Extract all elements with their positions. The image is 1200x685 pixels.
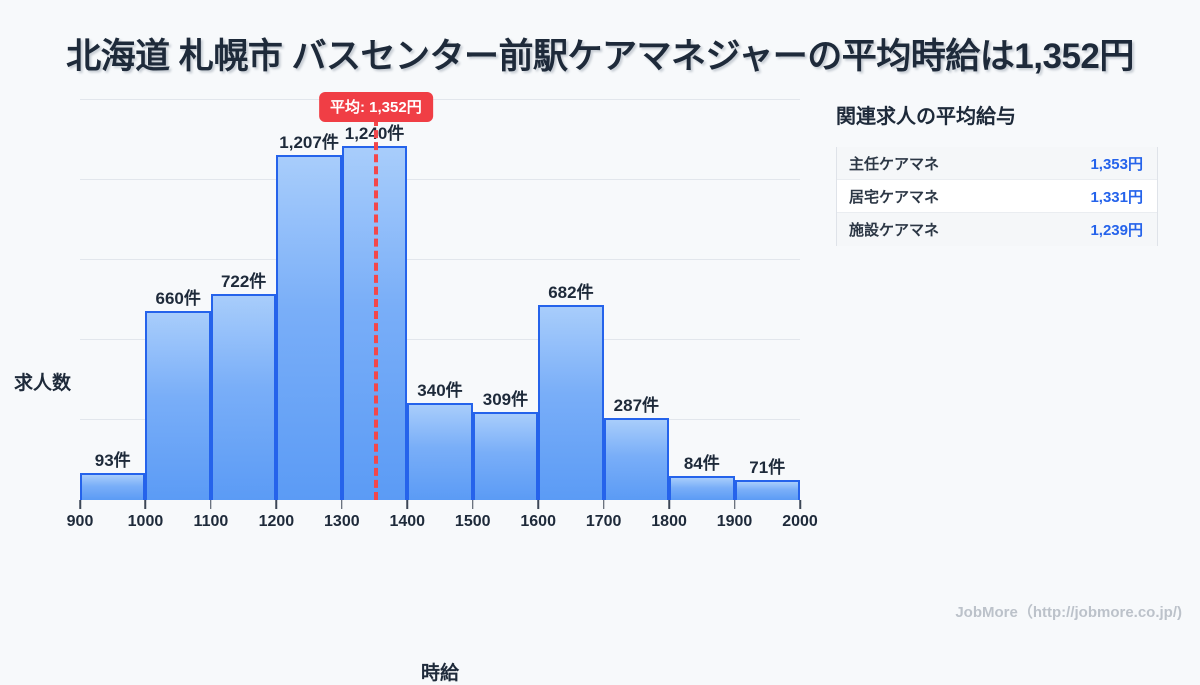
related-salary-table: 主任ケアマネ 1,353円居宅ケアマネ 1,331円施設ケアマネ 1,239円 — [836, 147, 1158, 246]
bar-value-label: 660件 — [155, 289, 201, 309]
gridline — [80, 259, 800, 260]
x-axis-tick — [602, 500, 605, 509]
histogram-bar: 71件 — [734, 458, 800, 500]
bar-value-label: 287件 — [613, 396, 660, 415]
salary-row-value: 1,239円 — [1090, 222, 1143, 239]
histogram-bar: 1,207件 — [276, 133, 342, 500]
histogram-bar: 340件 — [407, 381, 473, 500]
salary-row-value: 1,331円 — [1090, 188, 1143, 206]
x-axis-tick — [668, 500, 670, 509]
gridline — [80, 99, 800, 100]
related-salary-panel: 関連求人の平均給与 主任ケアマネ 1,353円居宅ケアマネ 1,331円施設ケアマネ… — [836, 100, 1166, 246]
x-axis-tick — [275, 500, 278, 509]
x-axis-tick-label: 1100 — [193, 513, 229, 530]
x-axis-tick-label: 1900 — [716, 513, 753, 530]
x-axis-tick — [799, 500, 801, 509]
x-axis-tick-label: 1500 — [454, 513, 491, 530]
histogram-bar: 309件 — [472, 390, 539, 500]
x-axis-title: 時給 — [420, 663, 459, 684]
salary-row: 主任ケアマネ 1,353円 — [837, 147, 1157, 180]
bar-value-label: 682件 — [548, 283, 594, 303]
salary-row: 居宅ケアマネ 1,331円 — [837, 180, 1157, 213]
histogram-bar: 93件 — [80, 451, 146, 500]
gridline — [80, 339, 800, 340]
average-line — [373, 118, 378, 500]
histogram-bar: 682件 — [538, 283, 604, 500]
x-axis-tick-label: 1300 — [324, 513, 360, 530]
histogram-chart: 求人数 93件 660件 722件 1,207件 1,240件 340件 309件 682件 2… — [0, 90, 820, 684]
x-axis-tick — [471, 500, 474, 509]
bar-value-label: 84件 — [683, 454, 720, 473]
salary-row: 施設ケアマネ 1,239円 — [837, 213, 1157, 246]
salary-row-name: 施設ケアマネ — [849, 222, 940, 239]
x-axis-tick-label: 1400 — [389, 513, 426, 530]
x-axis-tick-label: 900 — [66, 513, 94, 530]
histogram-bar: 84件 — [669, 454, 735, 500]
related-salary-title: 関連求人の平均給与 — [836, 106, 1016, 128]
x-axis-tick — [537, 500, 539, 509]
x-axis-tick-label: 1000 — [127, 513, 164, 530]
histogram-bar: 660件 — [145, 289, 211, 500]
x-axis-tick-label: 2000 — [782, 513, 818, 530]
x-axis-tick — [79, 500, 81, 509]
x-axis-tick — [406, 500, 409, 509]
x-axis-tick — [210, 500, 212, 509]
average-badge: 平均: 1,352円 — [318, 92, 433, 122]
bar-value-label: 71件 — [749, 457, 786, 477]
bar-value-label: 309件 — [482, 389, 529, 409]
plot-area: 93件 660件 722件 1,207件 1,240件 340件 309件 682件 287件 8… — [67, 92, 818, 530]
gridline — [80, 179, 800, 180]
salary-row-name: 主任ケアマネ — [849, 155, 940, 173]
x-axis-tick-label: 1700 — [585, 513, 622, 530]
x-axis-tick — [733, 500, 736, 509]
x-axis-tick-label: 1200 — [258, 513, 295, 530]
salary-row-value: 1,353円 — [1090, 155, 1143, 173]
x-axis-tick — [144, 500, 147, 509]
y-axis-title: 求人数 — [14, 373, 72, 394]
salary-row-name: 居宅ケアマネ — [849, 188, 940, 206]
bar-value-label: 1,207件 — [279, 133, 339, 153]
page-title: 北海道 札幌市 バスセンター前駅ケアマネジャーの平均時給は1,352円 — [66, 37, 1134, 76]
bar-value-label: 722件 — [220, 271, 267, 291]
histogram-bar: 287件 — [603, 396, 670, 500]
bar-value-label: 93件 — [94, 451, 131, 471]
x-axis-tick — [341, 500, 343, 509]
x-axis-tick-label: 1600 — [520, 513, 556, 530]
bar-value-label: 340件 — [417, 380, 463, 400]
site-watermark: JobMore（http://jobmore.co.jp/) — [955, 604, 1182, 621]
x-axis-tick-label: 1800 — [651, 513, 687, 530]
histogram-bar: 722件 — [210, 272, 277, 500]
